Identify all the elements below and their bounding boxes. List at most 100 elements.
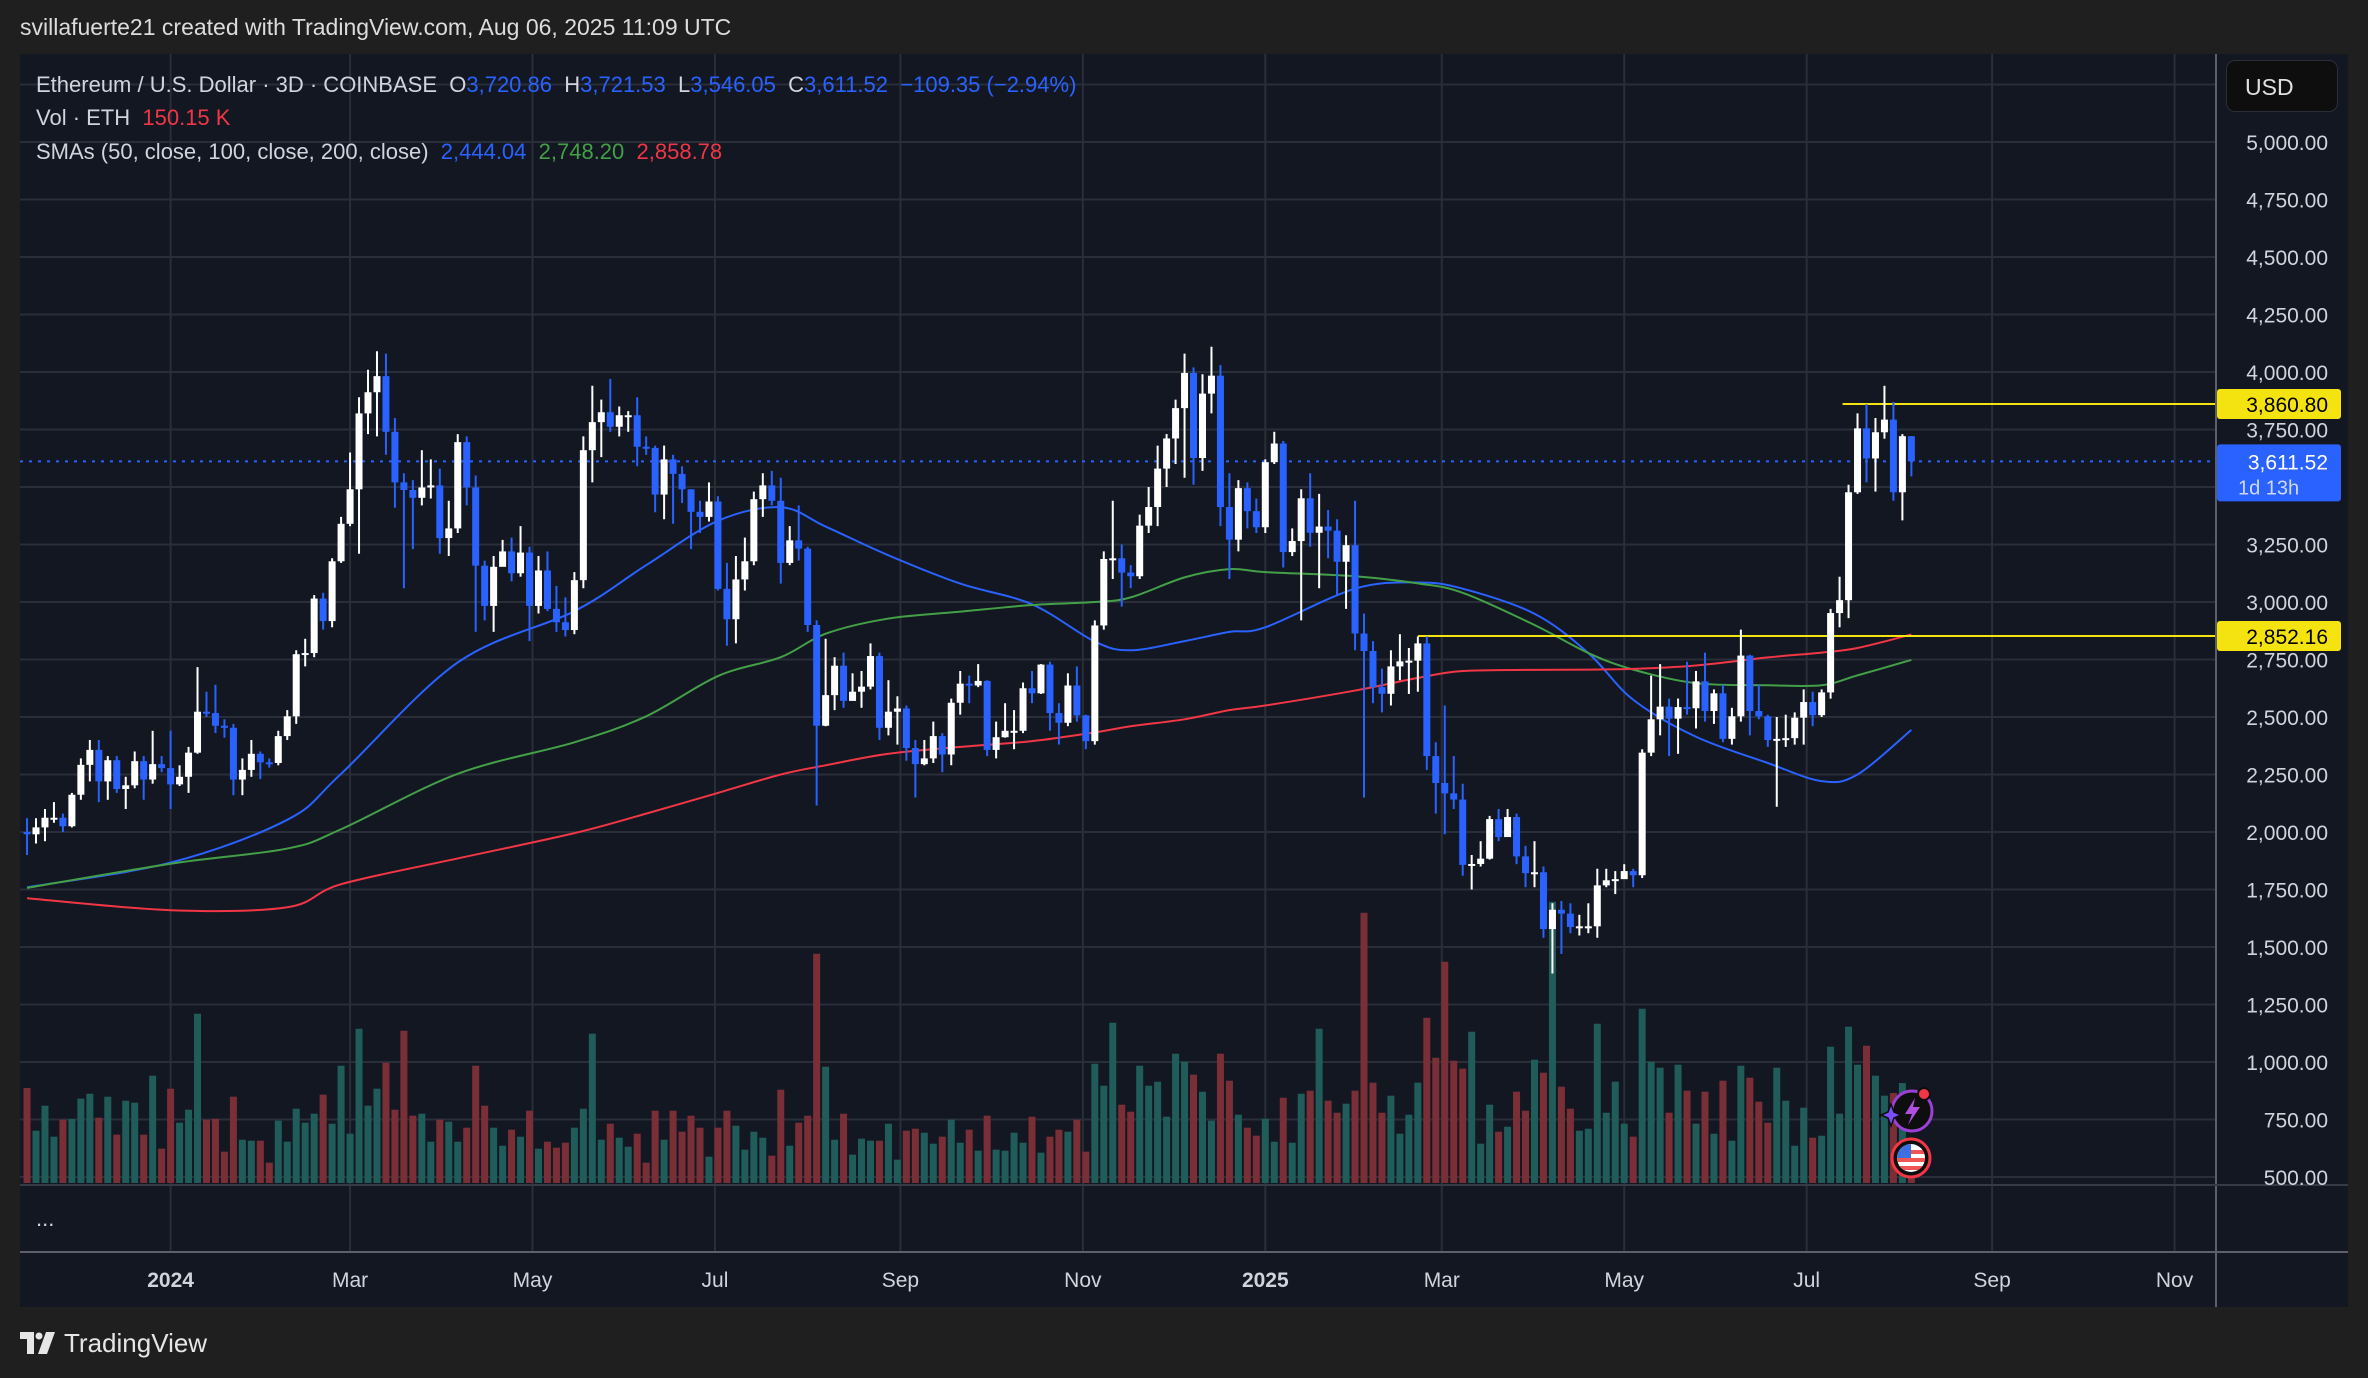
candle-body xyxy=(445,528,453,539)
candle-body xyxy=(1719,693,1727,739)
candle-body xyxy=(454,442,462,529)
lightning-alert-icon[interactable] xyxy=(1879,1087,1934,1133)
candle-body xyxy=(1728,716,1736,739)
candle-body xyxy=(714,501,722,589)
candle xyxy=(391,418,399,508)
volume-bar xyxy=(579,1108,587,1183)
candle-body xyxy=(938,736,946,755)
candle-body xyxy=(1414,643,1422,661)
level-price-tag[interactable] xyxy=(2217,621,2341,652)
candle xyxy=(849,673,857,701)
candle xyxy=(229,723,237,796)
candle-body xyxy=(534,570,542,606)
candle xyxy=(1414,636,1422,692)
volume-bar xyxy=(534,1148,542,1183)
volume-bar xyxy=(346,1133,354,1183)
candle-body xyxy=(427,485,435,488)
candle xyxy=(1028,671,1036,704)
candle xyxy=(328,558,336,628)
candle-body xyxy=(499,551,507,567)
volume-bar xyxy=(597,1139,605,1183)
candle xyxy=(705,482,713,522)
candle xyxy=(570,572,578,635)
volume-bar xyxy=(1073,1119,1081,1183)
currency-button[interactable]: USD xyxy=(2226,60,2338,112)
volume-bar xyxy=(1432,1057,1440,1183)
volume-bar xyxy=(1818,1135,1826,1183)
candle xyxy=(1315,493,1323,589)
candle-body xyxy=(624,415,632,418)
candle xyxy=(1584,903,1592,934)
candle-body xyxy=(777,500,785,563)
volume-bar xyxy=(131,1102,139,1183)
candle xyxy=(1620,864,1628,880)
candle xyxy=(1010,710,1018,750)
candle xyxy=(238,758,246,796)
candle-body xyxy=(1127,572,1135,577)
candle-body xyxy=(355,413,363,490)
volume-bar xyxy=(229,1096,237,1183)
volume-bar xyxy=(1683,1090,1691,1183)
candle xyxy=(427,459,435,499)
price-tick-label: 2,500.00 xyxy=(2246,707,2328,730)
volume-bar xyxy=(1333,1112,1341,1183)
volume-bar xyxy=(1845,1026,1853,1183)
volume-bar xyxy=(1306,1090,1314,1183)
volume-bar xyxy=(185,1109,193,1183)
volume-bar xyxy=(1181,1061,1189,1183)
candle-body xyxy=(1854,428,1862,493)
candle-body xyxy=(1647,719,1655,753)
candle xyxy=(1719,684,1727,743)
symbol-title[interactable]: Ethereum / U.S. Dollar · 3D · COINBASE xyxy=(36,72,437,97)
volume-bar xyxy=(1530,1059,1538,1183)
collapsed-pane-label[interactable]: ... xyxy=(36,1206,55,1231)
horizontal-levels[interactable] xyxy=(20,403,2215,638)
volume-bar xyxy=(526,1110,534,1183)
candle-body xyxy=(956,683,964,703)
low-label: L xyxy=(678,72,691,97)
candle-body xyxy=(1871,432,1879,459)
candle-body xyxy=(1270,443,1278,463)
time-tick-label: May xyxy=(513,1269,553,1292)
candle-body xyxy=(86,749,94,765)
volume-bar xyxy=(1198,1091,1206,1183)
volume-bar xyxy=(364,1105,372,1183)
current-price-tag[interactable] xyxy=(2217,444,2341,502)
price-axis[interactable]: 5,000.00 4,750.00 4,500.00 4,250.00 4,000.00… xyxy=(2217,132,2341,1190)
candle xyxy=(355,397,363,554)
candle-body xyxy=(1782,738,1790,741)
candle xyxy=(929,721,937,763)
volume-bar xyxy=(866,1140,874,1183)
candle xyxy=(472,475,480,632)
volume-bar xyxy=(893,1159,901,1183)
candle-body xyxy=(310,598,318,654)
time-axis[interactable]: 2024 Mar May Jul Sep Nov 2025 Mar May Jul Sep Nov xyxy=(147,1269,2193,1292)
candle xyxy=(1387,650,1395,706)
volume-label[interactable]: Vol · ETH xyxy=(36,105,131,130)
candles xyxy=(23,346,1915,974)
candle-body xyxy=(508,551,516,574)
candle xyxy=(1656,664,1664,736)
candle-body xyxy=(1701,681,1709,712)
tradingview-logo[interactable]: TradingView xyxy=(20,1326,207,1360)
level-price-tag[interactable] xyxy=(2217,389,2341,420)
candle xyxy=(552,585,560,632)
candle-body xyxy=(1261,462,1269,528)
us-flag-economic-event-icon[interactable] xyxy=(1890,1137,1932,1179)
sma-label[interactable]: SMAs (50, close, 100, close, 200, close) xyxy=(36,139,429,164)
candle xyxy=(517,526,525,577)
candle xyxy=(211,684,219,734)
candle-body xyxy=(1109,558,1117,561)
legend-symbol-row: Ethereum / U.S. Dollar · 3D · COINBASE O… xyxy=(36,72,1076,98)
close-value: 3,611.52 xyxy=(804,72,889,97)
candle-body xyxy=(687,489,695,512)
candle xyxy=(1477,841,1485,867)
candle xyxy=(1082,714,1090,750)
candle-body xyxy=(364,392,372,414)
candle-body xyxy=(1324,526,1332,531)
candle xyxy=(606,378,614,432)
candle-body xyxy=(292,654,300,717)
candle-body xyxy=(1306,498,1314,533)
event-icons[interactable] xyxy=(1879,1087,1934,1179)
